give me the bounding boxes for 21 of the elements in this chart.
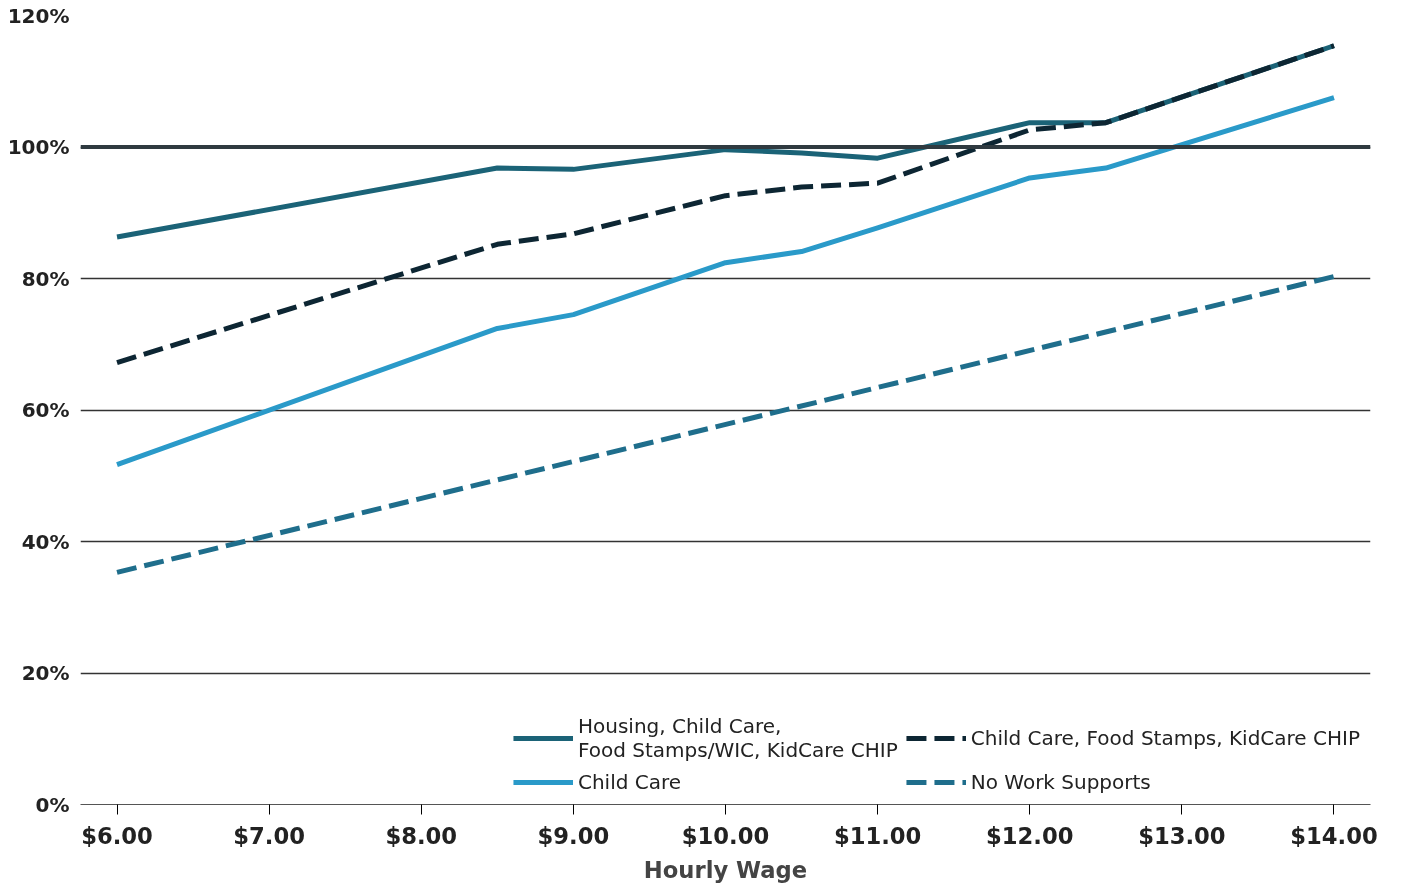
x-axis-title: Hourly Wage [643,856,808,883]
x-tick-label: $7.00 [233,822,305,849]
x-tick-label: $13.00 [1138,822,1226,849]
legend-label: Child Care [577,770,682,794]
legend-label: Housing, Child Care, Food Stamps/WIC, KidCare CHIP [577,714,898,762]
legend-label: No Work Supports [970,770,1151,794]
x-tick-label: $9.00 [537,822,610,849]
x-tick-label: $11.00 [833,822,922,849]
y-tick-label: 20% [21,661,70,685]
x-tick-label: $10.00 [681,822,770,849]
y-tick-label: 120% [7,3,70,28]
y-tick-label: 100% [7,135,70,159]
legend-label: Child Care, Food Stamps, KidCare CHIP [970,726,1360,750]
y-tick-label: 60% [21,398,70,422]
y-tick-label: 80% [21,266,70,291]
y-tick-label: 40% [21,529,70,554]
x-tick-label: $6.00 [81,822,153,849]
y-tick-label: 0% [35,792,70,817]
x-tick-label: $14.00 [1290,822,1378,849]
x-tick-label: $12.00 [986,822,1074,849]
x-tick-label: $8.00 [385,822,458,849]
